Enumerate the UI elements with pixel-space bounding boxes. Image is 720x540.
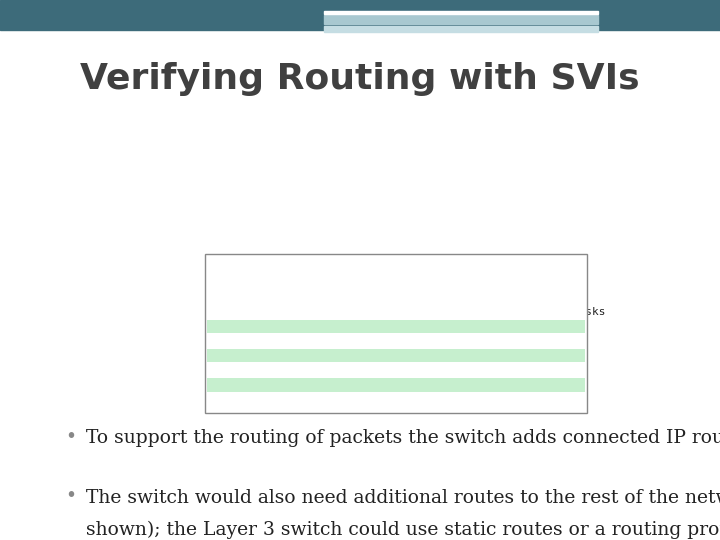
Text: •: • — [65, 427, 76, 446]
Text: S1# show ip route: S1# show ip route — [214, 263, 328, 273]
Text: The switch would also need additional routes to the rest of the network (not: The switch would also need additional ro… — [86, 489, 720, 507]
Text: shown); the Layer 3 switch could use static routes or a routing protocol.: shown); the Layer 3 switch could use sta… — [86, 521, 720, 539]
Text: C        10.1.30.0/24 is directly connected, Vlan30: C 10.1.30.0/24 is directly connected, Vl… — [214, 380, 558, 389]
Text: To support the routing of packets the switch adds connected IP routes.: To support the routing of packets the sw… — [86, 429, 720, 447]
Text: C        10.1.10.0/24 is directly connected, Vlan10: C 10.1.10.0/24 is directly connected, Vl… — [214, 321, 558, 331]
Text: Verifying Routing with SVIs: Verifying Routing with SVIs — [80, 62, 640, 96]
Text: L        10.1.10.1/32 is directly connected, Vlan10: L 10.1.10.1/32 is directly connected, Vl… — [214, 336, 558, 346]
Text: L        10.1.20.1/32 is directly connected, Vlan20: L 10.1.20.1/32 is directly connected, Vl… — [214, 365, 558, 375]
Text: •: • — [65, 486, 76, 505]
Text: 10.1.0.0/8 is variably subnetted, 6 subnets, 2 masks: 10.1.0.0/8 is variably subnetted, 6 subn… — [214, 307, 606, 316]
Text: C        10.1.20.0/24 is directly connected, Vlan20: C 10.1.20.0/24 is directly connected, Vl… — [214, 350, 558, 360]
Text: . legend omitted for brevity: . legend omitted for brevity — [214, 278, 403, 287]
Text: L        10.1.30.1/32 is directly connected, Vlan30: L 10.1.30.1/32 is directly connected, Vl… — [214, 394, 558, 404]
